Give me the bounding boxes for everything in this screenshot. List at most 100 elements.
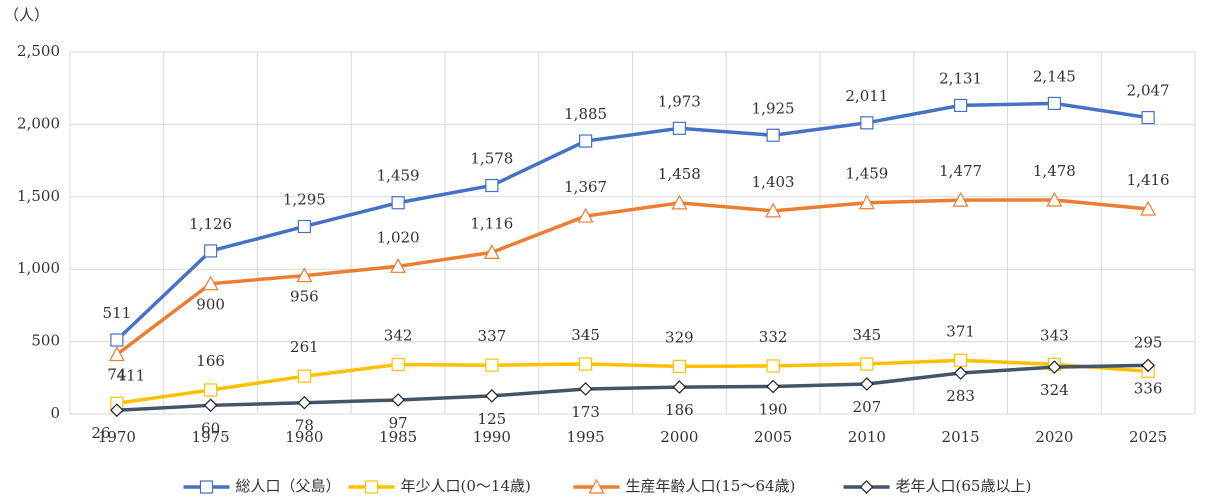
marker bbox=[391, 196, 405, 210]
x-tick-label: 2000 bbox=[660, 428, 698, 446]
data-label: 190 bbox=[759, 400, 788, 418]
marker bbox=[199, 480, 214, 494]
y-unit-label: （人） bbox=[4, 6, 49, 24]
marker bbox=[1047, 360, 1062, 374]
marker bbox=[296, 267, 313, 283]
data-label: 2,047 bbox=[1127, 82, 1170, 100]
marker bbox=[485, 358, 499, 372]
data-label: 900 bbox=[196, 296, 225, 314]
legend-label: 年少人口(0～14歳) bbox=[401, 477, 531, 495]
marker bbox=[297, 395, 312, 410]
marker bbox=[671, 194, 688, 210]
marker bbox=[954, 353, 968, 367]
marker bbox=[952, 191, 969, 207]
data-label: 1,295 bbox=[283, 190, 326, 208]
series-line bbox=[115, 198, 1149, 356]
data-label: 78 bbox=[295, 417, 314, 435]
data-label: 342 bbox=[384, 326, 413, 344]
data-label: 956 bbox=[290, 288, 319, 306]
marker bbox=[766, 128, 780, 142]
marker bbox=[485, 178, 499, 193]
data-label: 1,459 bbox=[377, 167, 420, 185]
data-label: 337 bbox=[478, 327, 507, 345]
marker bbox=[204, 383, 218, 397]
marker bbox=[297, 369, 311, 383]
x-tick-label: 2010 bbox=[848, 428, 886, 446]
y-tick-label: 2,000 bbox=[17, 114, 60, 132]
x-tick-label: 1970 bbox=[98, 428, 136, 446]
marker bbox=[672, 359, 686, 373]
data-label: 1,885 bbox=[564, 105, 607, 123]
y-tick-label: 500 bbox=[31, 332, 60, 350]
data-label: 207 bbox=[853, 398, 882, 416]
marker bbox=[483, 244, 500, 260]
x-tick-label: 1990 bbox=[473, 428, 511, 446]
x-tick-label: 1995 bbox=[567, 428, 605, 446]
marker bbox=[485, 389, 499, 403]
marker bbox=[765, 202, 782, 218]
data-label: 1,973 bbox=[658, 92, 701, 110]
x-tick-label: 1980 bbox=[285, 428, 323, 446]
data-label: 2,145 bbox=[1033, 67, 1076, 85]
data-label: 60 bbox=[201, 419, 220, 437]
x-tick-label: 2020 bbox=[1035, 428, 1073, 446]
data-label: 2,011 bbox=[845, 87, 888, 105]
marker bbox=[110, 333, 124, 347]
marker bbox=[860, 357, 874, 371]
data-label: 1,478 bbox=[1033, 162, 1076, 180]
x-tick-label: 1975 bbox=[192, 428, 230, 446]
series-line bbox=[116, 363, 1149, 412]
marker bbox=[672, 121, 686, 135]
legend-label: 生産年齢人口(15～64歳) bbox=[626, 477, 796, 495]
data-label: 166 bbox=[196, 352, 225, 370]
data-label: 1,925 bbox=[752, 99, 795, 117]
marker bbox=[860, 116, 874, 130]
marker bbox=[766, 379, 780, 394]
data-label: 1,020 bbox=[377, 228, 420, 246]
data-label: 283 bbox=[946, 387, 975, 405]
marker bbox=[954, 98, 968, 113]
data-label: 1,459 bbox=[845, 165, 888, 183]
marker bbox=[364, 480, 379, 494]
series-line bbox=[116, 358, 1149, 406]
marker bbox=[204, 244, 218, 258]
marker bbox=[391, 357, 405, 372]
data-label: 186 bbox=[665, 401, 694, 419]
data-label: 2,131 bbox=[939, 69, 982, 87]
data-label: 329 bbox=[665, 328, 694, 346]
marker bbox=[110, 403, 124, 418]
data-label: 1,458 bbox=[658, 165, 701, 183]
y-tick-label: 2,500 bbox=[17, 42, 60, 60]
data-label: 345 bbox=[571, 326, 600, 344]
data-label: 295 bbox=[1134, 333, 1163, 351]
marker bbox=[766, 359, 780, 373]
marker bbox=[1141, 110, 1155, 125]
marker bbox=[578, 382, 593, 396]
y-tick-label: 1,000 bbox=[17, 259, 60, 277]
data-label: 261 bbox=[290, 338, 319, 356]
marker bbox=[858, 194, 875, 210]
data-label: 173 bbox=[571, 403, 600, 421]
marker bbox=[108, 346, 125, 362]
marker bbox=[1047, 96, 1061, 111]
series-line bbox=[115, 101, 1149, 342]
data-label: 74 bbox=[107, 365, 126, 383]
marker bbox=[1046, 191, 1063, 207]
data-label: 336 bbox=[1134, 379, 1163, 397]
data-label: 511 bbox=[103, 304, 132, 322]
data-label: 1,116 bbox=[470, 214, 513, 232]
data-label: 371 bbox=[946, 322, 975, 340]
legend-label: 老年人口(65歳以上) bbox=[896, 477, 1032, 495]
marker bbox=[672, 380, 687, 394]
x-tick-label: 2025 bbox=[1129, 428, 1167, 446]
data-label: 343 bbox=[1040, 326, 1069, 344]
data-label: 1,403 bbox=[752, 173, 795, 191]
marker bbox=[860, 377, 874, 391]
x-tick-label: 1985 bbox=[379, 428, 417, 446]
marker bbox=[588, 478, 605, 494]
marker bbox=[1140, 200, 1157, 216]
y-tick-label: 0 bbox=[50, 404, 60, 422]
data-label: 1,578 bbox=[470, 150, 513, 168]
marker bbox=[953, 366, 968, 380]
